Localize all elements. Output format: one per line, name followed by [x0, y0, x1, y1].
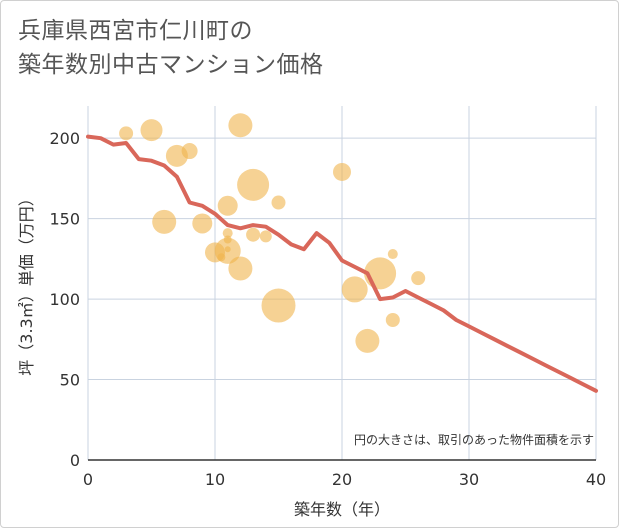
bubble-point: [192, 213, 213, 234]
bubble-point: [271, 195, 286, 210]
trend-line-series: [86, 134, 598, 393]
x-tick-label: 30: [459, 470, 479, 489]
bubble-point: [217, 195, 238, 216]
bubble-point: [237, 168, 270, 201]
bubble-point: [152, 209, 177, 234]
trend-line: [86, 134, 598, 393]
grid-lines: [87, 106, 597, 460]
x-tick-label: 0: [83, 470, 93, 489]
x-axis-title: 築年数（年）: [294, 500, 390, 519]
bubble-point: [411, 271, 426, 286]
y-tick-label: 200: [49, 129, 80, 148]
bubble-point: [140, 119, 163, 142]
chart-title-line-1: 兵庫県西宮市仁川町の: [18, 18, 253, 44]
y-tick-label: 0: [70, 451, 80, 470]
y-tick-label: 150: [49, 210, 80, 229]
bubble-point: [385, 313, 400, 328]
bubble-point: [228, 113, 253, 138]
x-tick-label: 20: [332, 470, 352, 489]
chart-title-line-2: 築年数別中古マンション価格: [18, 52, 324, 78]
bubble-point: [222, 228, 233, 239]
x-tick-labels: 0 10 20 30 40: [83, 470, 606, 489]
bubble-point: [387, 249, 398, 260]
bubble-point: [341, 276, 368, 303]
bubble-size-note: 円の大きさは、取引のあった物件面積を示す: [354, 432, 594, 447]
bubble-point: [228, 256, 253, 281]
y-axis-title: 坪（3.3㎡）単価（万円）: [17, 190, 36, 375]
bubble-point: [333, 162, 351, 181]
x-tick-label: 10: [205, 470, 225, 489]
bubble-point: [119, 126, 134, 141]
chart-title: 兵庫県西宮市仁川町の 築年数別中古マンション価格: [18, 14, 608, 82]
bubble-series: [119, 113, 426, 353]
bubble-point: [355, 328, 380, 353]
y-tick-labels: 0 50 100 150 200: [49, 129, 80, 470]
bubble-point: [181, 143, 198, 160]
x-tick-label: 40: [586, 470, 606, 489]
bubble-point: [224, 246, 231, 253]
y-tick-label: 50: [60, 371, 80, 390]
bubble-point: [259, 230, 272, 243]
y-tick-label: 100: [49, 290, 80, 309]
bubble-point: [261, 288, 296, 323]
bubble-point: [246, 227, 261, 242]
